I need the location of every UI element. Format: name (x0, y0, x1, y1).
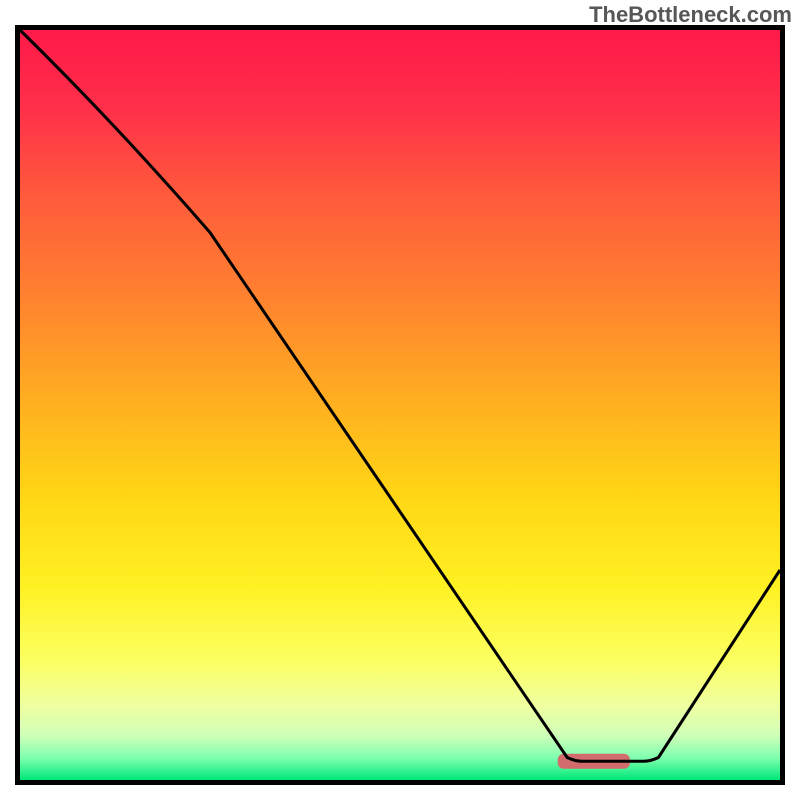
gradient-background (20, 30, 780, 780)
watermark-text: TheBottleneck.com (589, 2, 792, 28)
chart-container: TheBottleneck.com (0, 0, 800, 800)
bottleneck-chart (0, 0, 800, 800)
